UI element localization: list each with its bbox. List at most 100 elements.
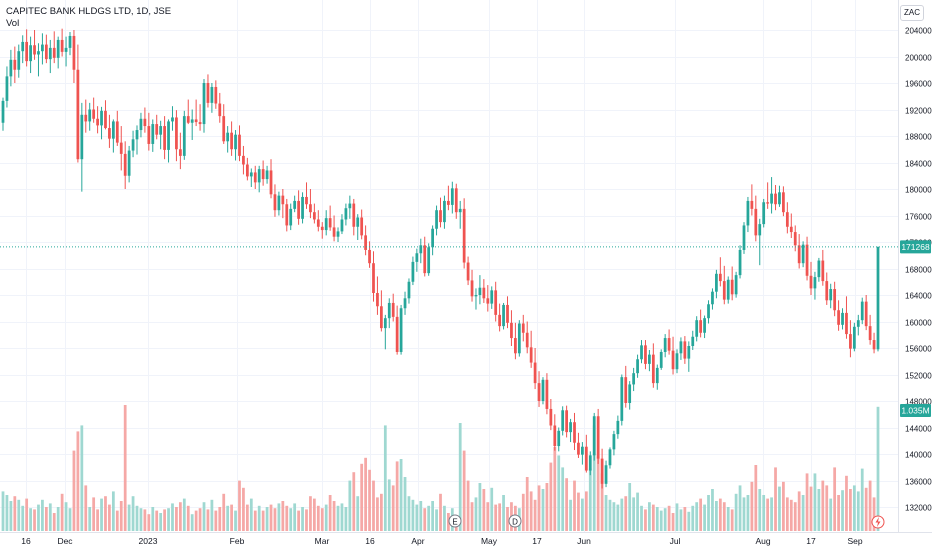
candle-body [64,47,68,52]
price-tick-label: 152000 [905,372,932,381]
volume-bar [238,480,241,531]
volume-bar [632,497,636,531]
candle-body [789,226,793,233]
price-tick-label: 144000 [905,425,932,434]
candle-body [845,312,848,335]
price-axis[interactable]: 132000 136000 140000 144000 148000 152000 1560… [905,27,932,513]
currency-badge[interactable]: ZAC [900,5,924,21]
volume-bar [699,498,703,531]
candle-body [703,318,706,333]
candle-body [372,263,375,294]
volume-bar [813,473,817,531]
volume-bar [297,510,300,531]
volume-bar [486,502,490,531]
candle-body [726,279,730,300]
volume-bar [718,498,722,531]
candle-body [648,354,651,364]
volume-bar [135,505,139,531]
candle-body [52,47,56,58]
candle-body [356,217,360,227]
candle-body [852,326,856,349]
time-tick-label: 17 [532,536,542,546]
candle-body [525,332,529,348]
time-tick-label: Aug [755,536,770,546]
candle-body [210,86,214,103]
volume-bar [636,492,639,531]
event-marker-e[interactable]: E [448,514,462,528]
volume-bar [581,498,584,531]
volume-bar [782,481,785,531]
symbol-title[interactable]: CAPITEC BANK HLDGS LTD, 1D, JSE [6,6,172,17]
volume-bar [352,472,356,531]
svg-text:1.035M: 1.035M [901,406,929,416]
candle-body [837,310,840,325]
volume-bar [222,493,226,531]
candle-body [171,117,174,122]
candle-body [273,194,277,211]
volume-bar [825,485,829,531]
candle-body [454,188,458,213]
candle-body [502,304,505,327]
volume-indicator-label[interactable]: Vol [6,18,20,29]
volume-bar [584,491,588,531]
candle-body [312,212,316,220]
candle-body [821,260,825,282]
candle-body [750,200,754,209]
volume-bar [100,498,103,531]
candle-body [230,132,233,150]
volume-bar [230,504,233,531]
volume-bar [131,496,135,531]
volume-bar [411,499,415,531]
volume-bar [178,502,182,531]
candle-body [234,134,237,150]
volume-bar [64,502,68,531]
volume-bar [29,508,32,531]
candle-body [671,350,675,370]
volume-bar [845,475,848,531]
candle-body [186,116,190,123]
candle-body [60,39,64,52]
volume-bar [549,462,553,531]
time-axis[interactable]: 16 Dec 2023 Feb Mar 16 Apr May 17 Jun Jul Aug 17 Sep [21,536,863,546]
volume-bar [671,513,675,531]
candle-body [498,314,502,327]
candle-body [612,434,616,450]
candle-body [167,121,170,150]
candle-body [636,359,639,374]
candle-body [849,334,852,349]
candle-body [151,124,155,144]
volume-bar [458,423,462,531]
volume-bar [423,508,427,531]
candle-body [687,346,691,359]
volume-bar [774,467,777,531]
candle-body [178,149,182,156]
candle-body [249,172,253,177]
volume-bar [801,495,805,531]
candle-body [289,208,293,226]
candle-body [387,302,391,319]
price-tick-label: 204000 [905,27,932,36]
volume-bar [785,497,789,531]
volume-bar [770,497,773,531]
event-marker-d[interactable]: D [508,514,522,528]
last-price-tag: 171268 [900,240,931,254]
candle-body [730,279,734,295]
volume-bar [529,491,533,531]
flash-icon[interactable] [871,515,885,529]
price-tick-label: 200000 [905,54,932,63]
candle-body [328,218,332,228]
volume-bar [616,504,620,531]
candle-body [391,302,395,317]
time-tick-label: 16 [21,536,31,546]
volume-bar [592,425,596,531]
candle-body [766,202,770,204]
volume-bar [316,505,320,531]
volume-bar [872,497,876,531]
candle-body [56,39,60,58]
candle-body [533,362,537,384]
volume-bar [691,505,695,531]
candle-body [797,245,801,264]
candle-body [521,323,525,333]
candle-body [596,416,600,459]
